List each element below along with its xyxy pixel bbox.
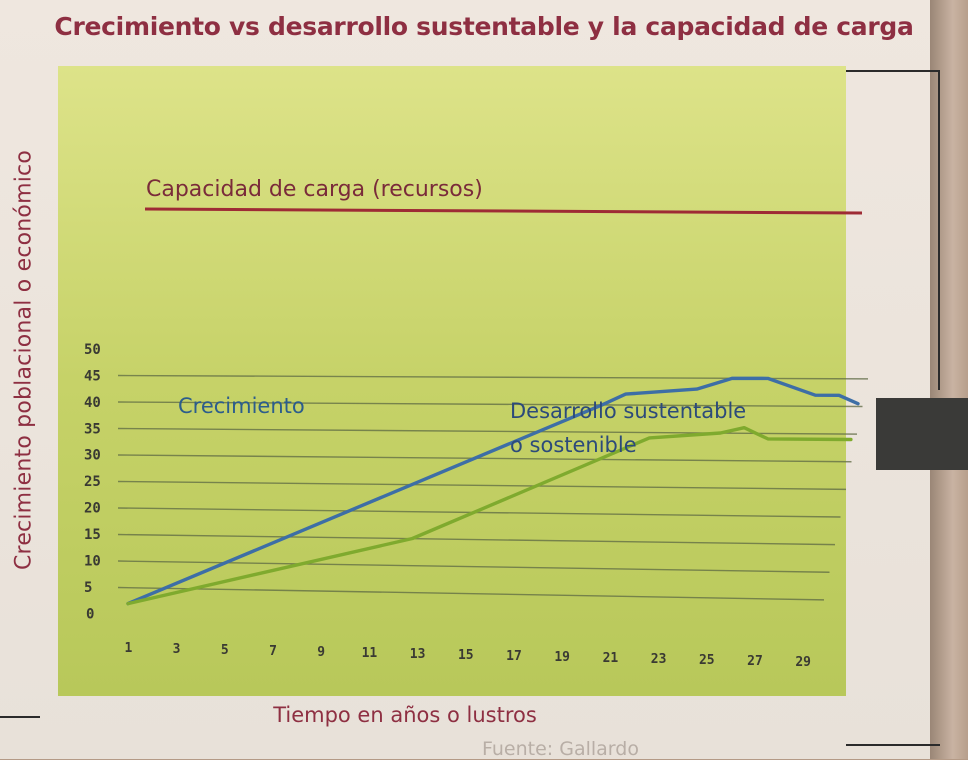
series-lines xyxy=(126,376,860,606)
chart-title: Crecimiento vs desarrollo sustentable y … xyxy=(54,12,914,41)
x-tick-label: 7 xyxy=(269,644,277,659)
monitor-bezel xyxy=(930,0,968,759)
source-note: Fuente: Gallardo xyxy=(482,738,639,760)
y-tick-label: 15 xyxy=(84,527,101,543)
frame-line-right xyxy=(938,70,940,390)
gridline xyxy=(117,560,830,573)
y-tick-label: 0 xyxy=(86,606,94,622)
y-tick-label: 50 xyxy=(84,342,101,358)
x-tick-label: 3 xyxy=(173,642,181,657)
x-tick-label: 13 xyxy=(410,647,426,662)
frame-line-bottom-right xyxy=(846,744,940,746)
x-tick-labels: 1 3 5 7 9 11 13 15 17 19 21 23 25 27 29 xyxy=(124,641,811,670)
x-tick-label: 17 xyxy=(506,649,522,664)
frame-line-bottom-left xyxy=(0,716,40,718)
gridline xyxy=(117,454,852,463)
desarrollo-annotation-line2: o sostenible xyxy=(510,433,637,457)
capacity-reference-line xyxy=(144,207,863,215)
x-axis-label: Tiempo en años o lustros xyxy=(273,703,537,727)
side-tab xyxy=(876,398,968,470)
x-tick-label: 29 xyxy=(795,655,811,670)
x-tick-label: 25 xyxy=(699,653,715,668)
gridline xyxy=(117,586,825,601)
x-tick-label: 19 xyxy=(554,650,570,665)
gridline xyxy=(117,507,841,518)
y-tick-label: 35 xyxy=(84,421,101,437)
frame-line-top xyxy=(846,70,940,72)
y-axis-label: Crecimiento poblacional o económico xyxy=(11,150,37,570)
y-tick-label: 30 xyxy=(84,448,101,464)
grid-lines xyxy=(117,374,869,601)
crecimiento-series-line xyxy=(126,376,860,606)
gridline xyxy=(117,401,863,408)
gridline xyxy=(117,480,847,491)
desarrollo-annotation-line1: Desarrollo sustentable xyxy=(510,399,746,423)
x-tick-label: 5 xyxy=(221,643,229,658)
y-tick-label: 25 xyxy=(84,474,101,490)
x-tick-label: 9 xyxy=(317,645,325,660)
y-tick-label: 40 xyxy=(84,395,101,411)
y-tick-label: 5 xyxy=(84,580,92,596)
y-tick-label: 45 xyxy=(84,368,101,384)
x-tick-label: 11 xyxy=(362,646,378,661)
x-tick-label: 15 xyxy=(458,648,474,663)
x-tick-label: 21 xyxy=(603,651,619,666)
y-tick-label: 20 xyxy=(84,501,101,517)
desarrollo-series-line xyxy=(126,426,853,606)
reference-lines xyxy=(144,207,863,215)
capacidad-annotation: Capacidad de carga (recursos) xyxy=(146,177,483,202)
y-tick-label: 10 xyxy=(84,554,101,570)
gridline xyxy=(117,533,836,546)
crecimiento-annotation: Crecimiento xyxy=(178,394,305,418)
x-tick-label: 1 xyxy=(124,641,132,656)
x-tick-label: 23 xyxy=(651,652,667,667)
x-tick-label: 27 xyxy=(747,654,763,669)
gridline xyxy=(117,427,858,435)
y-tick-labels: 0 5 10 15 20 25 30 35 40 45 50 xyxy=(84,342,101,623)
